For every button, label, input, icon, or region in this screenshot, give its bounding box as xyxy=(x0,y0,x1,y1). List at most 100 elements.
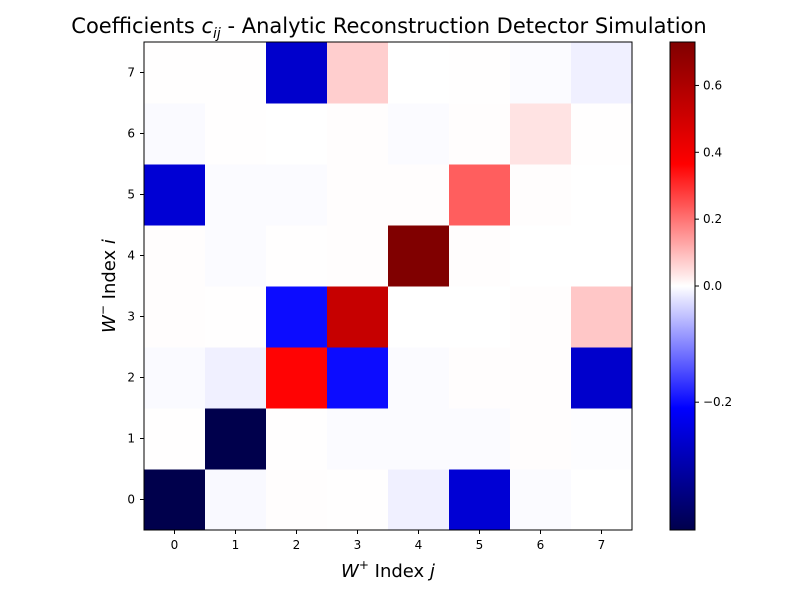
x-tick-label-4: 4 xyxy=(415,538,423,552)
heatmap-cell-5-4 xyxy=(388,164,450,226)
heatmap-cell-5-3 xyxy=(327,164,389,226)
heatmap-cell-3-0 xyxy=(144,286,206,348)
heatmap-frame xyxy=(143,41,633,531)
colorbar-tick-label-2: 0.2 xyxy=(703,212,722,226)
heatmap-cell-1-0 xyxy=(144,408,206,470)
heatmap-cell-1-1 xyxy=(205,408,267,470)
heatmap-cell-4-5 xyxy=(449,225,511,287)
heatmap-cell-4-1 xyxy=(205,225,267,287)
heatmap-cell-7-7 xyxy=(571,42,633,104)
heatmap-cell-2-0 xyxy=(144,347,206,409)
heatmap-cell-5-0 xyxy=(144,164,206,226)
heatmap-cell-6-2 xyxy=(266,103,328,165)
y-tick-label-2: 2 xyxy=(127,371,135,385)
heatmap-cell-3-3 xyxy=(327,286,389,348)
heatmap-cell-5-5 xyxy=(449,164,511,226)
heatmap-cell-7-2 xyxy=(266,42,328,104)
heatmap-cell-6-3 xyxy=(327,103,389,165)
heatmap-cell-1-2 xyxy=(266,408,328,470)
heatmap-cell-4-4 xyxy=(388,225,450,287)
y-tick-label-5: 5 xyxy=(127,188,135,202)
x-axis-ticks: 0 1 2 3 4 5 6 7 xyxy=(171,530,605,552)
heatmap-cell-5-7 xyxy=(571,164,633,226)
colorbar-tick-label-1: 0.0 xyxy=(703,279,722,293)
chart-title-suffix: - Analytic Reconstruction Detector Simul… xyxy=(221,14,707,38)
heatmap-cell-3-4 xyxy=(388,286,450,348)
y-axis-label: W− Index i xyxy=(96,239,120,333)
x-axis-label-superscript: + xyxy=(359,558,369,572)
heatmap-cell-0-2 xyxy=(266,469,328,531)
heatmap-cell-1-3 xyxy=(327,408,389,470)
heatmap-cell-5-1 xyxy=(205,164,267,226)
heatmap-cell-7-1 xyxy=(205,42,267,104)
heatmap-cell-3-7 xyxy=(571,286,633,348)
heatmap-cell-3-6 xyxy=(510,286,572,348)
heatmap-cell-6-1 xyxy=(205,103,267,165)
heatmap-cell-1-5 xyxy=(449,408,511,470)
x-axis-label-symbol: W xyxy=(341,561,360,582)
chart-title-prefix: Coefficients xyxy=(71,14,201,38)
heatmap-cell-4-7 xyxy=(571,225,633,287)
y-tick-label-0: 0 xyxy=(127,493,135,507)
heatmap-cell-1-7 xyxy=(571,408,633,470)
y-tick-label-3: 3 xyxy=(127,310,135,324)
heatmap-cell-6-0 xyxy=(144,103,206,165)
colorbar-fill xyxy=(670,42,695,530)
x-tick-label-3: 3 xyxy=(354,538,362,552)
heatmap-cell-0-3 xyxy=(327,469,389,531)
colorbar-tick-label-3: 0.4 xyxy=(703,145,722,159)
y-tick-label-7: 7 xyxy=(127,66,135,80)
x-axis-label: W+ Index j xyxy=(341,558,435,582)
x-tick-label-1: 1 xyxy=(232,538,240,552)
y-axis-label-text: Index xyxy=(99,244,120,305)
heatmap-cell-3-5 xyxy=(449,286,511,348)
heatmap-cell-0-6 xyxy=(510,469,572,531)
y-axis-label-symbol: W xyxy=(99,314,120,333)
y-axis-label-superscript: − xyxy=(96,305,110,315)
heatmap-cell-2-5 xyxy=(449,347,511,409)
heatmap-cell-0-4 xyxy=(388,469,450,531)
y-tick-label-6: 6 xyxy=(127,127,135,141)
y-axis-label-index: i xyxy=(99,239,120,244)
heatmap-cell-3-2 xyxy=(266,286,328,348)
heatmap-cell-2-2 xyxy=(266,347,328,409)
heatmap-cell-7-6 xyxy=(510,42,572,104)
heatmap-cell-1-6 xyxy=(510,408,572,470)
x-tick-label-5: 5 xyxy=(476,538,484,552)
x-tick-label-2: 2 xyxy=(293,538,301,552)
heatmap-cell-7-3 xyxy=(327,42,389,104)
heatmap-cell-3-1 xyxy=(205,286,267,348)
heatmap-cell-0-0 xyxy=(144,469,206,531)
heatmap-cell-2-6 xyxy=(510,347,572,409)
heatmap-cell-6-7 xyxy=(571,103,633,165)
heatmap-cell-1-4 xyxy=(388,408,450,470)
heatmap-cell-4-6 xyxy=(510,225,572,287)
heatmap-cell-0-7 xyxy=(571,469,633,531)
heatmap-cell-6-4 xyxy=(388,103,450,165)
heatmap-cell-4-0 xyxy=(144,225,206,287)
x-axis-label-index: j xyxy=(427,561,435,582)
heatmap-cell-2-3 xyxy=(327,347,389,409)
heatmap-cells xyxy=(144,42,633,531)
y-tick-label-1: 1 xyxy=(127,432,135,446)
heatmap-cell-2-7 xyxy=(571,347,633,409)
heatmap-cell-5-2 xyxy=(266,164,328,226)
heatmap-cell-4-3 xyxy=(327,225,389,287)
heatmap-cell-7-4 xyxy=(388,42,450,104)
x-tick-label-0: 0 xyxy=(171,538,179,552)
colorbar-tick-label-0: −0.2 xyxy=(703,395,732,409)
chart-title: Coefficients cij - Analytic Reconstructi… xyxy=(71,14,706,42)
heatmap-cell-7-0 xyxy=(144,42,206,104)
x-axis-label-text: Index xyxy=(369,561,430,582)
x-tick-label-6: 6 xyxy=(537,538,545,552)
heatmap-cell-7-5 xyxy=(449,42,511,104)
heatmap-cell-6-6 xyxy=(510,103,572,165)
colorbar-tick-label-4: 0.6 xyxy=(703,78,722,92)
heatmap-cell-5-6 xyxy=(510,164,572,226)
heatmap-cell-0-1 xyxy=(205,469,267,531)
colorbar-ticks: −0.2 0.0 0.2 0.4 0.6 xyxy=(695,78,732,409)
heatmap-cell-0-5 xyxy=(449,469,511,531)
heatmap-cell-6-5 xyxy=(449,103,511,165)
chart-title-subscript: ij xyxy=(213,26,221,42)
